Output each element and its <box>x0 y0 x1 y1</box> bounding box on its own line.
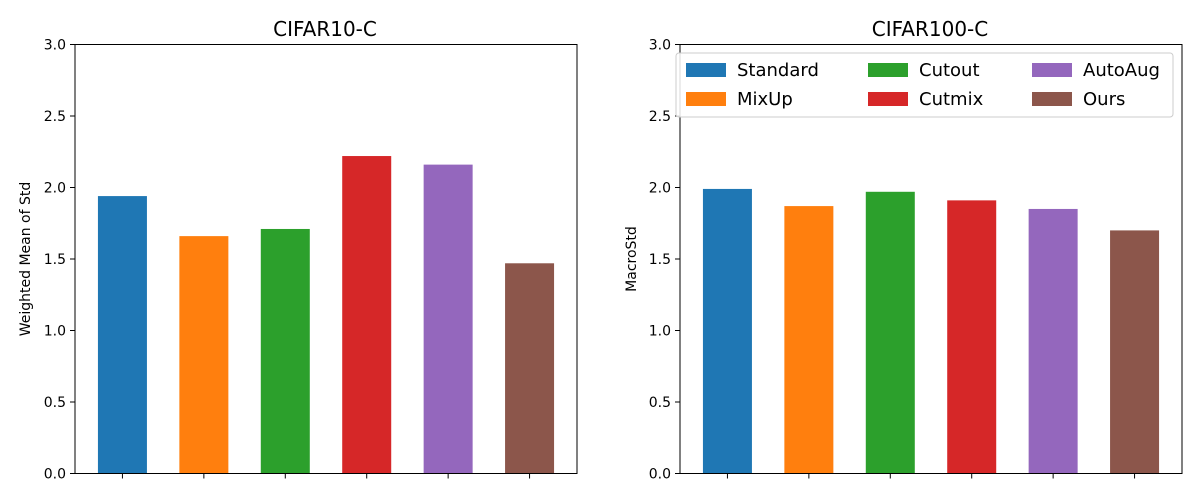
legend-label: AutoAug <box>1083 60 1160 81</box>
bar-cutout <box>865 191 915 474</box>
chart-title: CIFAR100-C <box>872 17 988 41</box>
bar-autoaug <box>423 164 473 474</box>
legend-label: Cutmix <box>919 89 984 110</box>
x-ticks <box>726 473 1136 479</box>
x-ticks <box>121 473 531 479</box>
y-tick-label: 2.0 <box>44 181 66 197</box>
legend-swatch <box>868 63 908 77</box>
y-ticks: 0.0 0.5 1.0 1.5 2.0 2.5 3.0 <box>649 38 680 483</box>
plot-frame <box>74 44 578 474</box>
y-tick-label: 2.5 <box>649 109 671 125</box>
y-tick-label: 3.0 <box>44 38 66 54</box>
bar-ours <box>1110 230 1160 474</box>
chart-cifar100c: CIFAR100-C MacroStd 0.0 0.5 1.0 1.5 2.0 2.5 3.… <box>624 17 1183 483</box>
legend: Standard MixUp Cutout Cutmix AutoAug Ours <box>675 52 1174 118</box>
y-tick-label: 2.0 <box>649 181 671 197</box>
y-tick-label: 1.0 <box>649 324 671 340</box>
y-axis-label: Weighted Mean of Std <box>18 182 34 337</box>
y-tick-label: 1.5 <box>649 252 671 268</box>
y-tick-label: 0.5 <box>44 395 66 411</box>
y-tick-label: 1.0 <box>44 324 66 340</box>
bar-cutmix <box>342 156 392 474</box>
legend-label: Standard <box>737 60 819 81</box>
y-axis-label: MacroStd <box>624 226 640 292</box>
y-tick-label: 0.0 <box>649 467 671 483</box>
bar-standard <box>702 188 752 474</box>
bars <box>702 188 1160 474</box>
legend-label: MixUp <box>737 89 793 110</box>
y-tick-label: 3.0 <box>649 38 671 54</box>
legend-swatch <box>1032 92 1072 106</box>
bar-mixup <box>784 206 834 474</box>
legend-swatch <box>686 63 726 77</box>
legend-label: Ours <box>1083 89 1125 110</box>
plot-frame <box>679 44 1183 474</box>
y-tick-label: 1.5 <box>44 252 66 268</box>
bar-autoaug <box>1028 208 1078 474</box>
legend-swatch <box>1032 63 1072 77</box>
y-tick-label: 2.5 <box>44 109 66 125</box>
chart-cifar10c: CIFAR10-C Weighted Mean of Std 0.0 0.5 1.0… <box>18 17 578 483</box>
legend-label: Cutout <box>919 60 980 81</box>
bar-cutmix <box>947 200 997 474</box>
legend-swatch <box>868 92 908 106</box>
legend-swatch <box>686 92 726 106</box>
bar-cutout <box>260 228 310 474</box>
bar-standard <box>97 196 147 474</box>
y-tick-label: 0.0 <box>44 467 66 483</box>
chart-title: CIFAR10-C <box>273 17 377 41</box>
bars <box>97 156 555 474</box>
bar-mixup <box>179 236 229 474</box>
y-ticks: 0.0 0.5 1.0 1.5 2.0 2.5 3.0 <box>44 38 75 483</box>
y-tick-label: 0.5 <box>649 395 671 411</box>
bar-ours <box>505 263 555 474</box>
